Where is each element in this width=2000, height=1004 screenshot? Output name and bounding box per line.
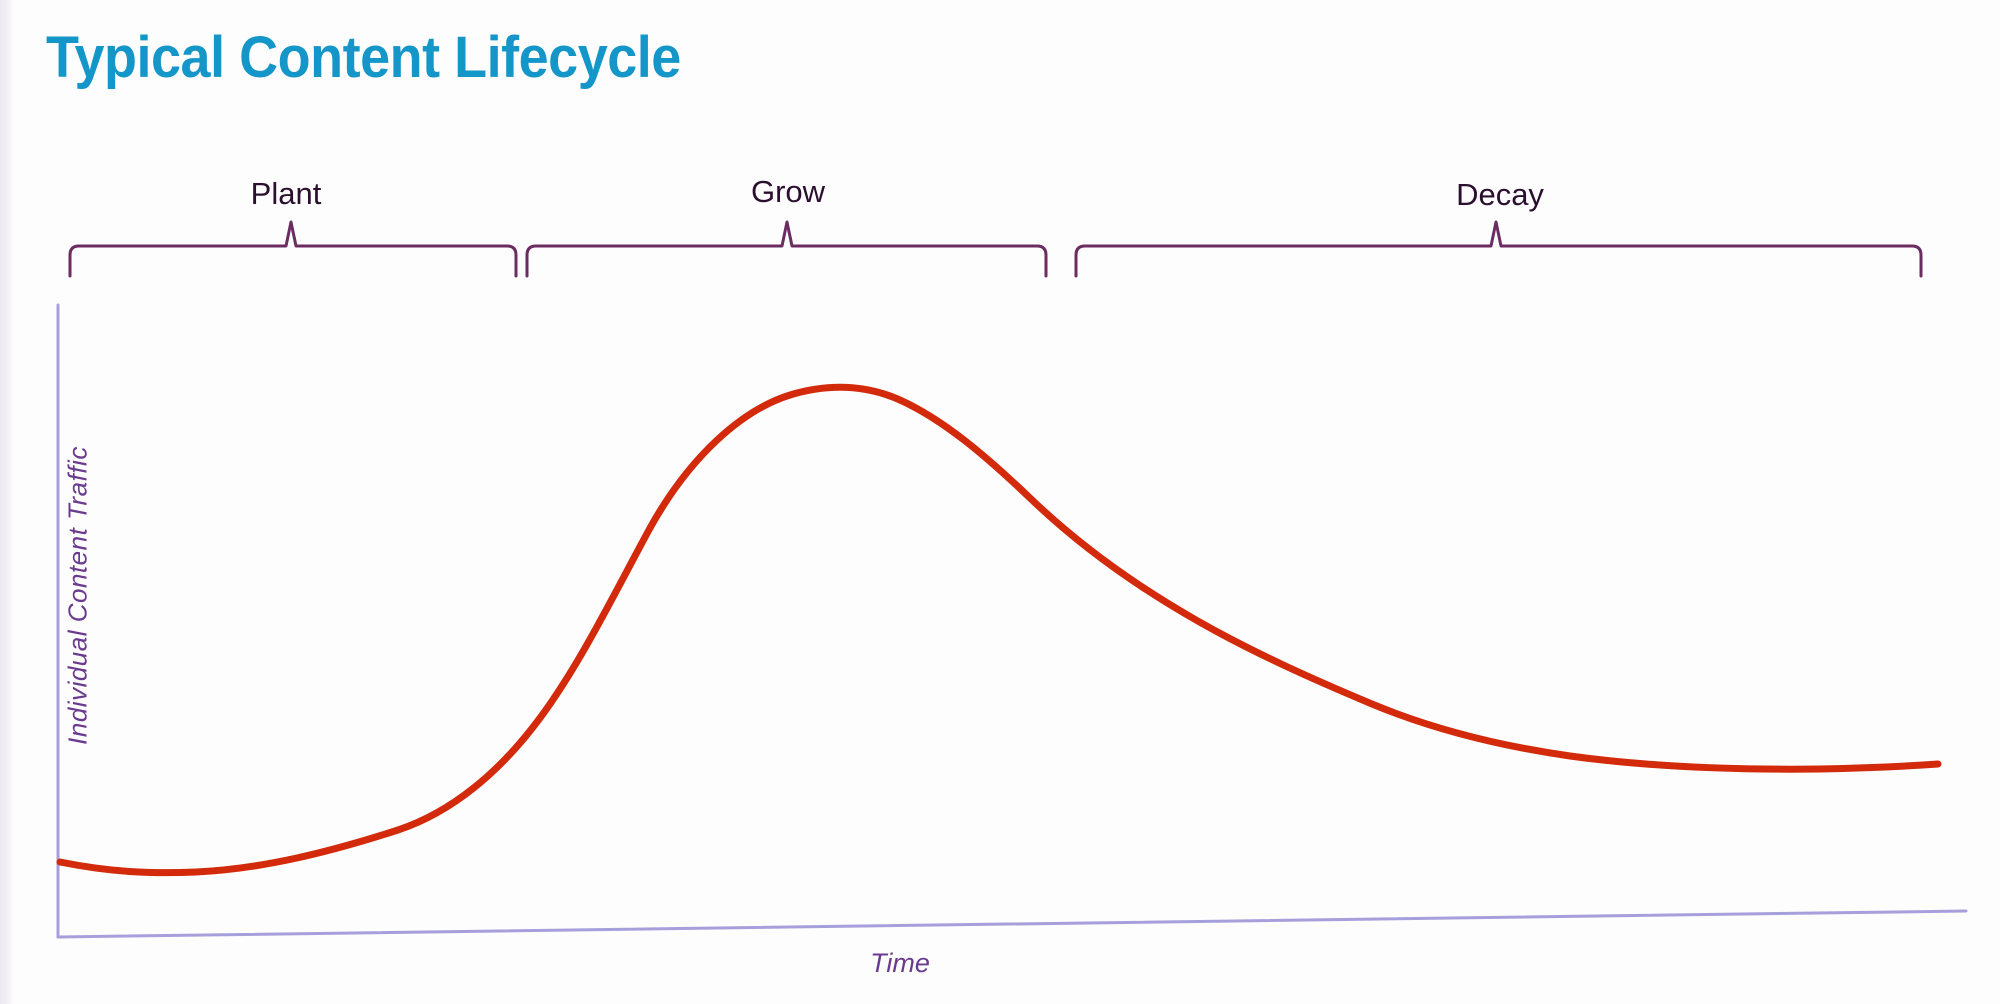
left-edge-band — [0, 0, 13, 1004]
phase-label-decay: Decay — [1456, 177, 1544, 212]
phase-label-plant: Plant — [250, 176, 322, 211]
y-axis-label: Individual Content Traffic — [62, 446, 93, 745]
page-title: Typical Content Lifecycle — [46, 25, 681, 90]
canvas-background — [13, 0, 2000, 1004]
x-axis-label: Time — [870, 948, 930, 978]
phase-label-grow: Grow — [750, 174, 826, 209]
